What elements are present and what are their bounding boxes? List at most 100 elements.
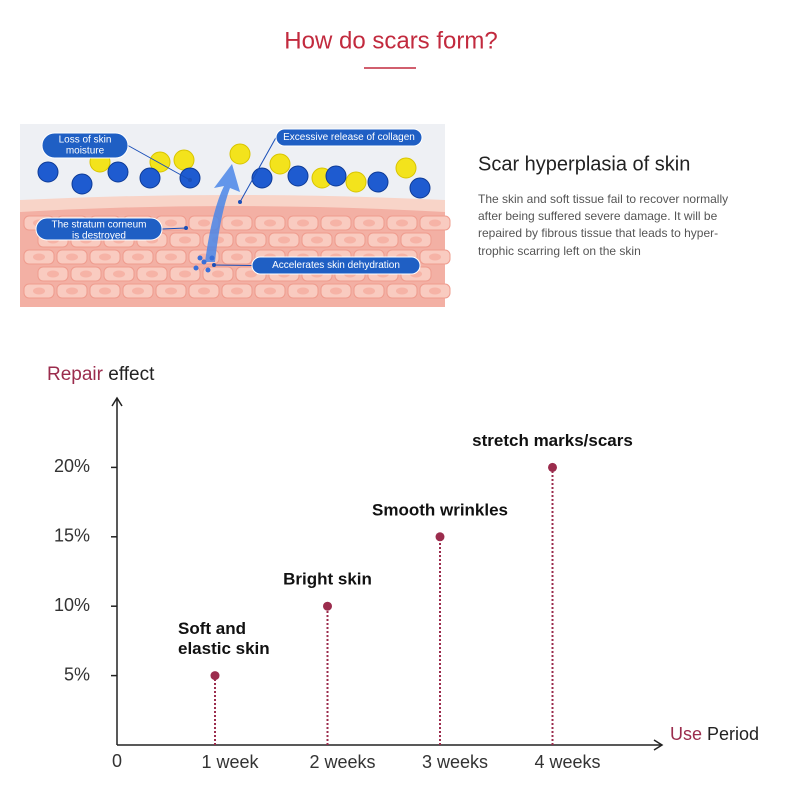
illustration-label: Loss of skin — [59, 135, 112, 146]
y-axis-title-part: effect — [108, 364, 155, 385]
cell-nucleus — [410, 236, 422, 244]
cell-nucleus — [377, 236, 389, 244]
cell-nucleus — [231, 253, 243, 261]
cell-nucleus — [99, 253, 111, 261]
droplet — [205, 267, 211, 273]
point — [210, 671, 220, 681]
label-leader — [213, 264, 253, 266]
cell-nucleus — [132, 253, 144, 261]
water-ball — [37, 161, 59, 183]
y-tick-label: 10% — [54, 595, 90, 615]
cell-nucleus — [264, 287, 276, 295]
cell-nucleus — [113, 270, 125, 278]
cell-nucleus — [165, 287, 177, 295]
collagen-ball — [345, 171, 367, 193]
cell-nucleus — [179, 270, 191, 278]
collagen-ball — [173, 149, 195, 171]
label-leader — [239, 137, 277, 203]
cell-nucleus — [363, 287, 375, 295]
cell-nucleus — [344, 236, 356, 244]
point-annotation: elastic skin — [178, 639, 270, 658]
y-axis-title-part: Repair — [47, 364, 104, 385]
x-axis-arrow — [653, 739, 664, 751]
cell-nucleus — [330, 287, 342, 295]
cell-nucleus — [66, 253, 78, 261]
description-line: The skin and soft tissue fail to recover… — [478, 192, 728, 206]
cell-nucleus — [146, 270, 158, 278]
point-annotation: Smooth wrinkles — [372, 500, 508, 519]
cell-nucleus — [80, 270, 92, 278]
illustration-label: Excessive release of collagen — [283, 132, 415, 143]
point — [435, 532, 445, 542]
y-tick-label: 15% — [54, 526, 90, 546]
cell-nucleus — [396, 219, 408, 227]
illustration-label: Accelerates skin dehydration — [272, 260, 400, 271]
cell-nucleus — [33, 287, 45, 295]
label-pill — [251, 256, 421, 275]
water-ball — [139, 167, 161, 189]
illustration-label: is destroyed — [72, 231, 126, 242]
cell-nucleus — [231, 287, 243, 295]
point-annotation: Bright skin — [283, 570, 372, 589]
cell-nucleus — [165, 253, 177, 261]
water-ball — [367, 171, 389, 193]
label-leader — [127, 145, 191, 181]
cell-nucleus — [245, 236, 257, 244]
water-ball — [409, 177, 431, 199]
water-ball — [71, 173, 93, 195]
collagen-ball — [269, 153, 291, 175]
chart: Repair effect Use Period 0 5% 10% 15% 20% 1 wee… — [47, 364, 759, 772]
label-pill — [275, 128, 423, 147]
point — [548, 462, 557, 472]
collagen-ball — [229, 143, 251, 165]
x-tick-label: 1 week — [201, 752, 259, 772]
cell-nucleus — [179, 236, 191, 244]
water-ball — [325, 165, 347, 187]
cell-nucleus — [198, 219, 210, 227]
cell-nucleus — [297, 287, 309, 295]
point-annotation: stretch marks/scars — [472, 431, 633, 450]
cell-nucleus — [66, 287, 78, 295]
water-ball — [287, 165, 309, 187]
cell-nucleus — [212, 270, 224, 278]
collagen-ball — [395, 157, 417, 179]
label-dot — [212, 263, 216, 267]
water-ball — [251, 167, 273, 189]
cell-nucleus — [33, 253, 45, 261]
droplet — [209, 255, 215, 261]
cell-nucleus — [264, 219, 276, 227]
point — [323, 601, 332, 611]
cell-nucleus — [311, 236, 323, 244]
description-line: repaired by fibrous tissue that leads to… — [478, 226, 718, 240]
cell-nucleus — [429, 287, 441, 295]
label-dot — [184, 226, 188, 230]
description-title: Scar hyperplasia of skin — [478, 153, 690, 175]
description-line: after being suffered severe damage. It w… — [478, 209, 718, 223]
dehydration-arrow — [205, 164, 240, 262]
cell-nucleus — [429, 253, 441, 261]
cell-nucleus — [99, 287, 111, 295]
y-tick-label: 5% — [64, 664, 90, 684]
cell-nucleus — [278, 236, 290, 244]
label-dot — [238, 200, 242, 204]
x-tick-label: 4 weeks — [534, 752, 600, 772]
water-ball — [107, 161, 129, 183]
description-line: trophic scarring left on the skin — [478, 244, 641, 258]
cell-nucleus — [330, 219, 342, 227]
cell-nucleus — [231, 219, 243, 227]
x-axis-title: Use Period — [670, 724, 759, 744]
cell-nucleus — [396, 287, 408, 295]
droplet — [193, 265, 199, 271]
y-axis-title: Repair effect — [47, 364, 155, 385]
cell-nucleus — [47, 270, 59, 278]
cell-nucleus — [165, 219, 177, 227]
x-tick-label: 3 weeks — [422, 752, 488, 772]
cell-nucleus — [297, 219, 309, 227]
label-pill — [41, 132, 129, 159]
skin-surface — [20, 195, 445, 212]
collagen-ball — [149, 151, 171, 173]
x-tick-label: 2 weeks — [309, 752, 375, 772]
